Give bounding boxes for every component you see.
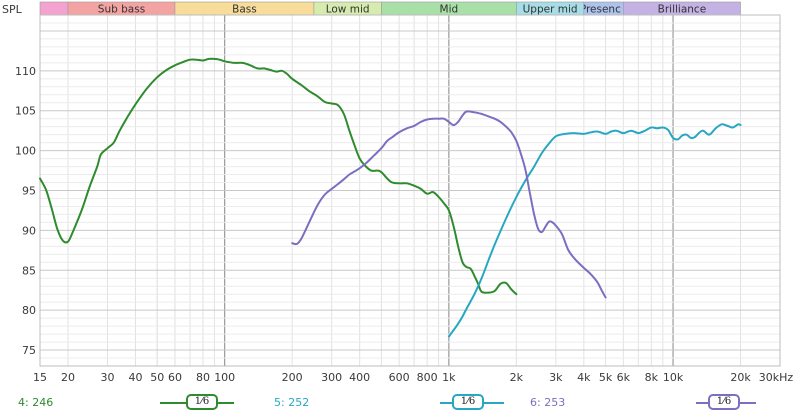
y-tick-label: 90 (22, 224, 36, 237)
y-tick-label: 85 (22, 264, 36, 277)
x-tick-label: 20 (61, 371, 75, 384)
y-tick-label: 95 (22, 185, 36, 198)
axis-ticks: 75 80 85 90 95 100 105 110 15 20 30 40 50 60 80 100 200 3… (15, 65, 793, 384)
chart-grid (39, 14, 781, 367)
y-tick-label: 110 (15, 65, 36, 78)
chart-series (39, 57, 742, 338)
y-axis-label: SPL (2, 3, 23, 16)
x-tick-label: 10k (663, 371, 684, 384)
legend-line-3b (740, 402, 756, 404)
x-tick-label: 15 (33, 371, 47, 384)
x-tick-label: 200 (282, 371, 303, 384)
y-tick-label: 105 (15, 105, 36, 118)
legend-line-2 (440, 402, 452, 404)
x-tick-label: 40 (128, 371, 142, 384)
legend-line-2b (484, 402, 504, 404)
x-tick-label: 2k (510, 371, 524, 384)
band-0 (39, 1, 69, 16)
y-tick-label: 100 (15, 145, 36, 158)
y-tick-label: 80 (22, 304, 36, 317)
x-tick-label: 50 (150, 371, 164, 384)
legend-entry-3: 6: 253 (530, 396, 566, 409)
band-label-4: Mid (440, 4, 459, 16)
x-tick-label: 300 (321, 371, 342, 384)
x-tick-label: 400 (349, 371, 370, 384)
legend-entry-1: 4: 246 (18, 396, 54, 409)
smoothing-button-2[interactable]: 1⁄6 (452, 394, 484, 410)
legend-entry-2: 5: 252 (274, 396, 310, 409)
x-tick-label: 30kHz (759, 371, 794, 384)
frequency-band-bar: Sub bass Bass Low mid Mid Upper mid Presence B… (39, 1, 741, 16)
x-tick-label: 60 (168, 371, 182, 384)
series-line-2 (447, 123, 742, 338)
legend-line-3 (696, 402, 708, 404)
series-line-1 (39, 57, 518, 296)
band-label-5: Upper mid (523, 4, 578, 16)
smoothing-button-1[interactable]: 1⁄6 (186, 394, 218, 410)
x-tick-label: 1k (442, 371, 456, 384)
plot-frame (39, 14, 781, 367)
x-tick-label: 6k (617, 371, 631, 384)
x-tick-label: 3k (549, 371, 563, 384)
x-tick-label: 600 (389, 371, 410, 384)
legend-line-1b (218, 402, 234, 404)
x-tick-label: 100 (214, 371, 235, 384)
x-tick-label: 5k (599, 371, 613, 384)
x-tick-label: 800 (417, 371, 438, 384)
x-tick-label: 80 (196, 371, 210, 384)
band-label-6: Presence (580, 4, 628, 16)
x-tick-label: 30 (100, 371, 114, 384)
band-label-3: Low mid (326, 4, 370, 16)
y-tick-label: 75 (22, 344, 36, 357)
band-label-2: Bass (232, 4, 257, 16)
series-line-3 (291, 110, 607, 299)
legend-line-1 (160, 402, 186, 404)
band-label-7: Brilliance (658, 4, 707, 16)
smoothing-button-3[interactable]: 1⁄6 (708, 394, 740, 410)
band-label-1: Sub bass (98, 4, 145, 16)
x-tick-label: 8k (645, 371, 659, 384)
x-tick-label: 4k (577, 371, 591, 384)
x-tick-label: 20k (730, 371, 751, 384)
